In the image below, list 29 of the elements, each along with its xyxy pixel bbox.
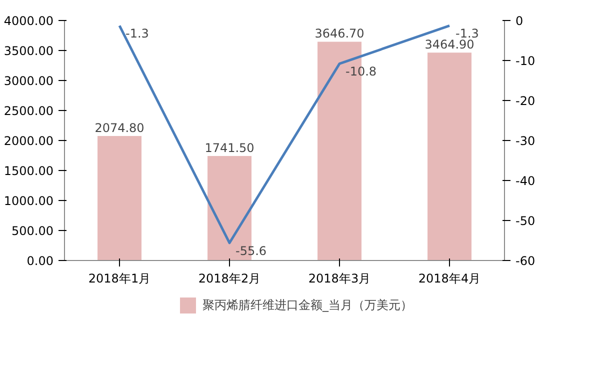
y-tick-label: 3000.00 <box>4 74 54 88</box>
x-tick-label: 2018年3月 <box>308 272 371 286</box>
data-label: -1.3 <box>126 26 149 41</box>
y2-tick-label: -40 <box>516 174 536 188</box>
y-tick-label: 2500.00 <box>4 104 54 118</box>
x-tick-label: 2018年4月 <box>418 272 481 286</box>
y2-tick-label: -30 <box>516 134 536 148</box>
y2-tick-label: -50 <box>516 214 536 228</box>
bar <box>98 136 142 260</box>
data-label: 1741.50 <box>204 141 254 156</box>
y-tick-label: 0.00 <box>26 254 54 268</box>
y-tick-label: 4000.00 <box>4 14 54 28</box>
x-tick-label: 2018年1月 <box>88 272 151 286</box>
y-tick-label: 1000.00 <box>4 194 54 208</box>
y-tick-label: 500.00 <box>12 224 54 238</box>
y-tick-label: 1500.00 <box>4 164 54 178</box>
legend-label: 聚丙烯腈纤维进口金额_当月（万美元） <box>202 296 412 314</box>
y2-tick-label: -10 <box>516 54 536 68</box>
y2-tick-label: -60 <box>516 254 536 268</box>
y-tick-label: 3500.00 <box>4 44 54 58</box>
data-label: -10.8 <box>346 64 377 79</box>
data-label: 3646.70 <box>314 26 364 41</box>
y-tick-label: 2000.00 <box>4 134 54 148</box>
data-label: 2074.80 <box>94 121 144 136</box>
data-label: -55.6 <box>236 244 267 258</box>
y2-tick-label: -20 <box>516 94 536 108</box>
x-tick-label: 2018年2月 <box>198 272 261 286</box>
y2-tick-label: 0 <box>516 14 524 28</box>
bar <box>428 52 472 260</box>
